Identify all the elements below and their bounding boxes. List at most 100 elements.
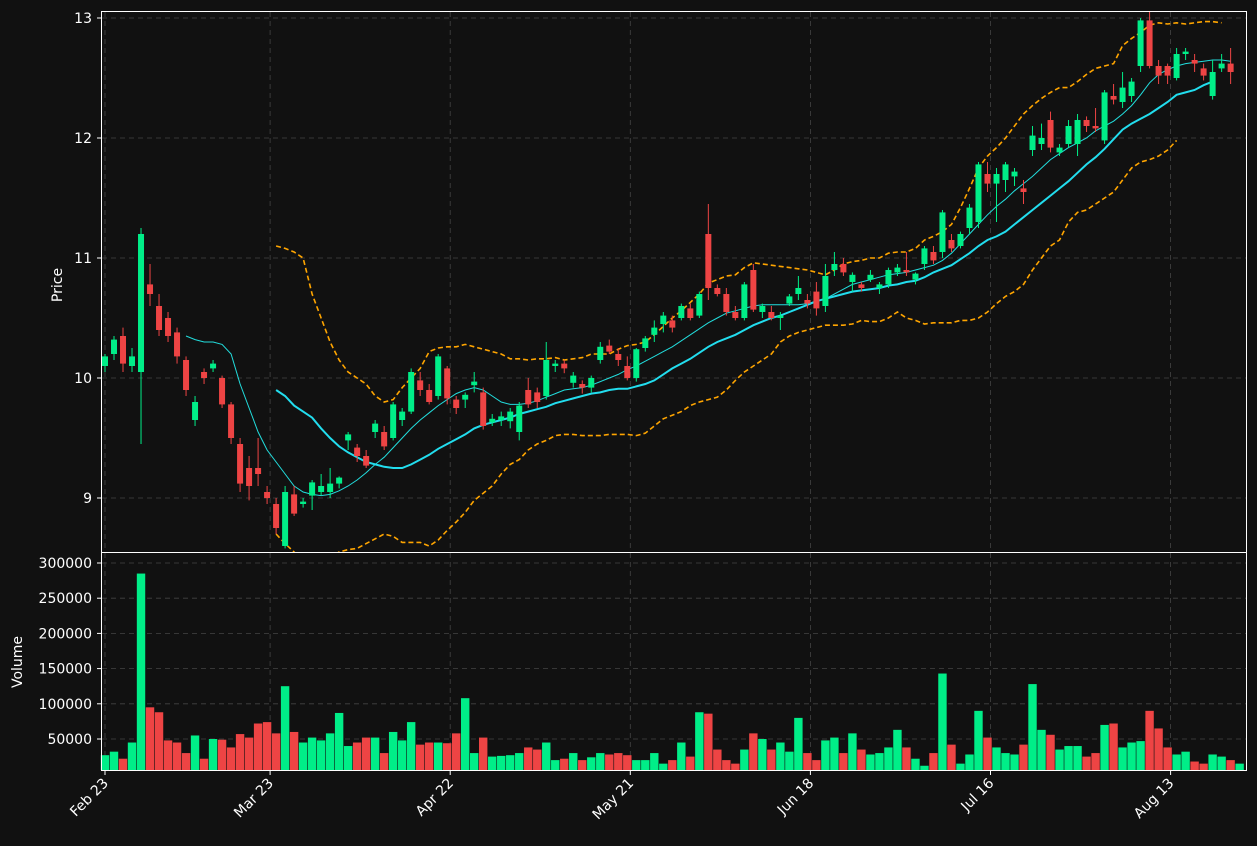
- volume-bar: [1037, 729, 1046, 770]
- volume-bar: [740, 749, 749, 770]
- candle-body: [732, 312, 739, 318]
- volume-bar: [938, 673, 947, 770]
- candle-body: [264, 492, 271, 498]
- candle-body: [957, 234, 964, 246]
- volume-bar: [361, 737, 371, 770]
- volume-bar: [1001, 753, 1010, 770]
- candle-body: [480, 392, 487, 426]
- candle-body: [129, 356, 136, 366]
- candle-body: [516, 405, 523, 432]
- volume-bars: [100, 573, 1244, 770]
- candle-body: [489, 418, 496, 423]
- price-y-axis: 9 10 11 12 13: [74, 11, 102, 507]
- volume-bar: [136, 573, 146, 770]
- volume-bar: [424, 742, 434, 770]
- volume-bar: [749, 733, 758, 770]
- volume-bar: [244, 737, 254, 770]
- volume-bar: [406, 722, 416, 770]
- volume-bar: [1181, 751, 1190, 770]
- volume-bar: [731, 763, 740, 770]
- volume-bar: [109, 751, 119, 770]
- candle-body: [102, 356, 108, 366]
- volume-bar: [767, 749, 776, 770]
- volume-bar: [307, 737, 317, 770]
- candle-body: [984, 174, 991, 184]
- candle-body: [624, 366, 631, 378]
- candle-body: [237, 444, 244, 484]
- volume-bar: [803, 753, 812, 770]
- volume-bar: [956, 763, 965, 770]
- candle-body: [399, 411, 406, 420]
- volume-bar: [785, 751, 794, 770]
- candle-body: [1191, 60, 1198, 64]
- volume-bar: [1127, 742, 1136, 770]
- candle-body: [714, 288, 721, 294]
- candle-body: [444, 368, 451, 399]
- volume-bar: [524, 747, 533, 770]
- long-moving-average-line: [275, 80, 1213, 469]
- candle-body: [696, 294, 703, 316]
- volume-bar: [623, 755, 632, 770]
- candle-body: [498, 416, 505, 420]
- price-axis-label: Price: [50, 268, 66, 302]
- candle-body: [381, 432, 388, 447]
- price-tick-label: 10: [74, 371, 92, 387]
- candle-body: [327, 483, 334, 492]
- candle-body: [921, 248, 928, 264]
- volume-bar: [560, 758, 569, 770]
- candle-body: [903, 270, 910, 273]
- volume-bar: [1109, 723, 1118, 770]
- candle-body: [1056, 147, 1063, 153]
- candle-body: [669, 320, 676, 328]
- candles: [102, 12, 1234, 549]
- volume-bar: [722, 760, 731, 770]
- volume-bar: [947, 744, 956, 770]
- candle-body: [525, 390, 532, 405]
- volume-bar: [632, 760, 641, 770]
- candle-body: [570, 375, 577, 383]
- candle-body: [435, 356, 442, 396]
- volume-bar: [884, 747, 893, 770]
- price-tick-label: 11: [74, 251, 92, 267]
- volume-tick-label: 250000: [39, 591, 92, 607]
- candle-body: [633, 349, 640, 378]
- price-tick-label: 12: [74, 131, 92, 147]
- volume-bar: [587, 757, 596, 770]
- candle-body: [273, 504, 280, 528]
- candle-body: [246, 468, 253, 486]
- candle-body: [678, 306, 685, 318]
- candle-body: [1002, 164, 1009, 180]
- volume-bar: [1082, 756, 1091, 770]
- volume-bar: [379, 753, 389, 770]
- volume-bar: [848, 733, 857, 770]
- volume-bar: [217, 739, 227, 770]
- volume-bar: [181, 753, 191, 770]
- candle-body: [1218, 63, 1225, 69]
- candle-body: [813, 291, 820, 309]
- volume-bar: [992, 747, 1001, 770]
- candle-body: [606, 345, 613, 352]
- candle-body: [1101, 92, 1108, 141]
- candle-body: [1200, 68, 1207, 76]
- volume-bar: [713, 749, 722, 770]
- volume-tick-label: 300000: [39, 556, 92, 572]
- volume-bar: [650, 753, 659, 770]
- candle-body: [966, 207, 973, 228]
- volume-bar: [163, 740, 173, 770]
- candle-body: [471, 381, 478, 386]
- volume-bar: [1208, 754, 1217, 770]
- candle-body: [1119, 87, 1126, 102]
- candle-body: [876, 284, 883, 288]
- volume-bar: [289, 731, 299, 770]
- volume-tick-label: 100000: [39, 697, 92, 713]
- volume-bar: [470, 753, 479, 770]
- volume-bar: [488, 756, 497, 770]
- volume-bar: [1163, 747, 1172, 770]
- candle-body: [354, 447, 361, 456]
- volume-bar: [172, 742, 182, 770]
- upper-band-line: [275, 20, 1222, 403]
- price-tick-label: 9: [83, 491, 92, 507]
- candle-body: [858, 284, 865, 288]
- volume-bar: [857, 749, 866, 770]
- candle-body: [507, 411, 514, 422]
